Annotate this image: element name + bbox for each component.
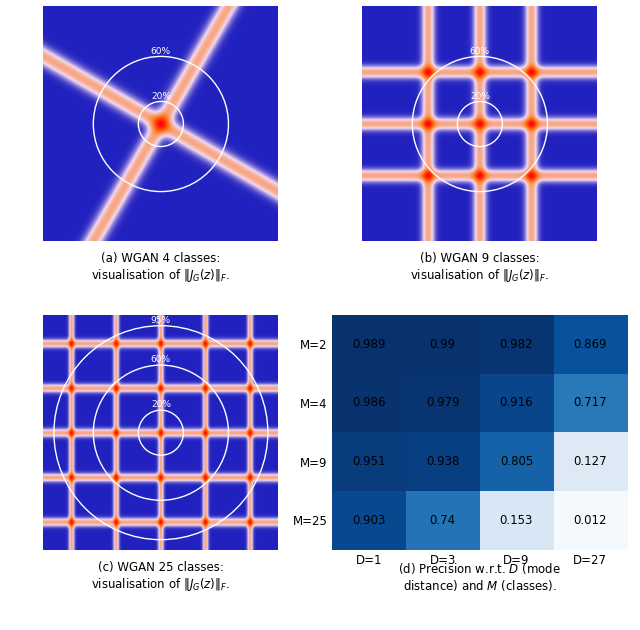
Text: 0.986: 0.986 [352,396,385,410]
Text: (c) WGAN 25 classes:
visualisation of $\|J_G(z)\|_F$.: (c) WGAN 25 classes: visualisation of $\… [91,561,230,593]
Text: 20%: 20% [151,401,171,410]
Text: 0.979: 0.979 [426,396,460,410]
Text: 0.916: 0.916 [500,396,533,410]
Text: 0.989: 0.989 [352,338,385,351]
Text: (a) WGAN 4 classes:
visualisation of $\|J_G(z)\|_F$.: (a) WGAN 4 classes: visualisation of $\|… [91,252,230,284]
Text: 0.982: 0.982 [500,338,533,351]
Text: 0.99: 0.99 [429,338,456,351]
Text: 60%: 60% [151,47,171,55]
Text: 0.127: 0.127 [573,455,607,468]
Text: 20%: 20% [151,92,171,101]
Text: 0.012: 0.012 [573,514,607,527]
Text: 0.951: 0.951 [352,455,385,468]
Text: 0.74: 0.74 [429,514,456,527]
Text: 60%: 60% [470,47,490,55]
Text: (d) Precision w.r.t. $D$ (mode
distance) and $M$ (classes).: (d) Precision w.r.t. $D$ (mode distance)… [398,561,561,593]
Text: 20%: 20% [470,92,490,101]
Text: 0.153: 0.153 [500,514,533,527]
Text: (b) WGAN 9 classes:
visualisation of $\|J_G(z)\|_F$.: (b) WGAN 9 classes: visualisation of $\|… [410,252,549,284]
Text: 0.717: 0.717 [573,396,607,410]
Text: 60%: 60% [151,355,171,364]
Text: 0.903: 0.903 [352,514,385,527]
Text: 95%: 95% [151,316,171,325]
Text: 0.938: 0.938 [426,455,460,468]
Text: 0.869: 0.869 [573,338,607,351]
Text: 0.805: 0.805 [500,455,533,468]
